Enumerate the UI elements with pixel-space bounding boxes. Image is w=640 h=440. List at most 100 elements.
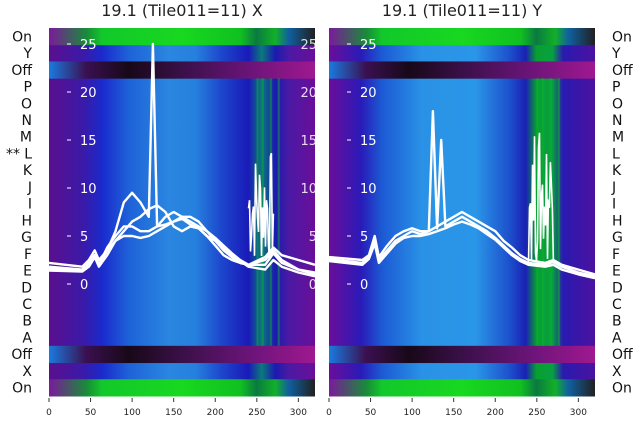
row-label: L xyxy=(612,146,620,162)
heatmap-band xyxy=(329,61,595,79)
overlay-tick-label: 5 xyxy=(80,230,88,245)
row-label: H xyxy=(21,213,32,229)
row-label: M xyxy=(20,130,32,146)
x-tick-label: 200 xyxy=(487,408,504,418)
heatmap-band xyxy=(329,345,595,364)
row-label: I xyxy=(28,197,32,213)
heatmap-stripe xyxy=(557,78,560,346)
overlay-tick-label: 15 xyxy=(360,134,377,149)
row-label: E xyxy=(612,264,621,280)
row-label: P xyxy=(612,80,620,96)
row-marker: ** xyxy=(6,146,20,162)
chart-title: 19.1 (Tile011=11) Y xyxy=(382,1,543,20)
row-label: Off xyxy=(612,63,633,79)
row-label: X xyxy=(22,364,32,380)
row-label: J xyxy=(27,180,32,196)
row-label: B xyxy=(612,314,622,330)
overlay-series-line xyxy=(48,217,316,278)
overlay-tick-label: 20 xyxy=(80,86,97,101)
row-label: On xyxy=(12,29,32,45)
overlay-tick-label-right: 10 xyxy=(300,182,317,197)
x-tick-label: 50 xyxy=(365,408,377,418)
heatmap-panel-y: 19.1 (Tile011=11) Y OnYOffPONMLKJIHGFEDC… xyxy=(326,1,633,418)
row-label: F xyxy=(612,247,620,263)
row-label: C xyxy=(612,297,622,313)
row-label: E xyxy=(23,264,32,280)
x-axis: 0 50 100 150 200 250 300 xyxy=(326,398,587,418)
row-label: On xyxy=(612,381,632,397)
x-tick-label: 200 xyxy=(207,408,224,418)
overlay-tick-label: 0 xyxy=(80,278,88,293)
x-tick-label: 300 xyxy=(570,408,587,418)
heatmap-panel-x: 19.1 (Tile011=11) X OnYOffPONML**KJIHGFE… xyxy=(6,1,317,418)
overlay-lines xyxy=(48,42,316,278)
overlay-tick-label-right: 0 xyxy=(309,278,317,293)
overlay-spike-noise xyxy=(527,132,555,264)
row-label: K xyxy=(23,163,33,179)
row-label: D xyxy=(21,280,32,296)
x-tick-label: 250 xyxy=(528,408,545,418)
row-label: N xyxy=(612,113,622,129)
row-label: G xyxy=(612,230,623,246)
overlay-series-line xyxy=(48,210,316,274)
row-label: D xyxy=(612,280,623,296)
overlay-tick-label: 10 xyxy=(360,182,377,197)
heatmap-bands xyxy=(49,28,315,397)
overlay-tick-label: 5 xyxy=(360,230,368,245)
overlay-tick-label: 0 xyxy=(360,278,368,293)
x-tick-label: 100 xyxy=(404,408,421,418)
overlay-tick-label: 10 xyxy=(80,182,97,197)
heatmap-band xyxy=(49,28,315,46)
x-tick-label: 300 xyxy=(290,408,307,418)
x-tick-label: 0 xyxy=(326,408,332,418)
overlay-series-line xyxy=(328,210,596,276)
row-label: O xyxy=(21,96,32,112)
row-label: K xyxy=(612,163,622,179)
overlay-tick-label-right: 15 xyxy=(300,134,317,149)
row-label: F xyxy=(24,247,32,263)
overlay-spike-noise xyxy=(247,152,275,260)
row-label: N xyxy=(22,113,32,129)
row-label: L xyxy=(24,146,32,162)
overlay-series-line xyxy=(328,109,596,278)
x-tick-label: 250 xyxy=(248,408,265,418)
row-label: C xyxy=(22,297,32,313)
row-label: J xyxy=(611,180,616,196)
row-label: G xyxy=(21,230,32,246)
x-tick-label: 150 xyxy=(165,408,182,418)
row-label: Off xyxy=(11,63,32,79)
chart-title: 19.1 (Tile011=11) X xyxy=(101,1,263,20)
x-tick-label: 50 xyxy=(85,408,97,418)
x-tick-label: 100 xyxy=(124,408,141,418)
heatmap-band xyxy=(329,28,595,46)
heatmap-body xyxy=(49,28,315,396)
heatmap-band xyxy=(329,379,595,397)
overlay-lines xyxy=(328,109,596,280)
row-label: M xyxy=(612,130,624,146)
row-label: On xyxy=(612,29,632,45)
heatmap-stripe xyxy=(549,78,552,346)
overlay-y-ticks: 25 20 15 10 5 0 xyxy=(347,38,377,293)
row-label: I xyxy=(612,197,616,213)
overlay-tick-label-right: 20 xyxy=(300,86,317,101)
overlay-tick-label: 20 xyxy=(360,86,377,101)
x-tick-label: 150 xyxy=(445,408,462,418)
row-label: On xyxy=(12,381,32,397)
overlay-tick-label: 25 xyxy=(360,38,377,53)
heatmap-band xyxy=(49,345,315,364)
row-label: X xyxy=(612,364,622,380)
heatmap-stripe xyxy=(269,78,272,346)
row-label: B xyxy=(22,314,32,330)
overlay-tick-label: 15 xyxy=(80,134,97,149)
overlay-y-ticks: 25 25 20 20 15 15 10 10 5 5 0 0 xyxy=(67,38,317,293)
heatmap-stripe xyxy=(277,78,280,346)
row-label: Y xyxy=(22,46,32,62)
overlay-tick-label-right: 25 xyxy=(300,38,317,53)
row-label: A xyxy=(22,330,32,346)
row-label: O xyxy=(612,96,623,112)
overlay-tick-label: 25 xyxy=(80,38,97,53)
overlay-tick-label-right: 5 xyxy=(309,230,317,245)
